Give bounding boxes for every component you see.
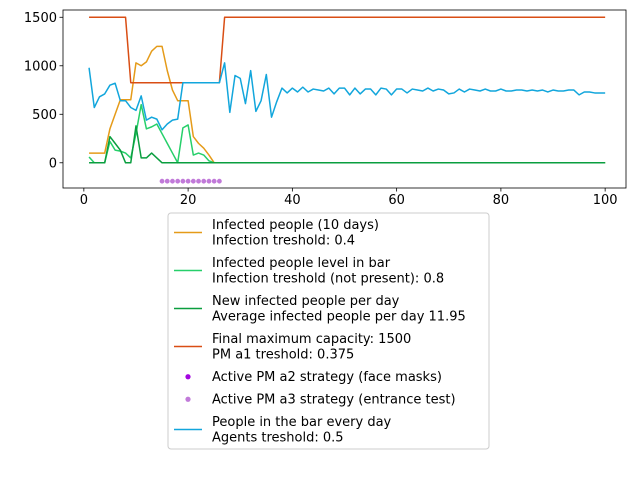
- series-5-point: [216, 178, 222, 184]
- x-tick-label: 100: [593, 193, 618, 208]
- series-line-0: [89, 45, 606, 164]
- series-5-point: [206, 178, 212, 184]
- series-5-point: [185, 178, 191, 184]
- legend-label: Active PM a2 strategy (face masks): [212, 370, 442, 385]
- legend-label: Final maximum capacity: 1500: [212, 332, 411, 347]
- legend-label: Active PM a3 strategy (entrance test): [212, 393, 456, 408]
- legend-label: Agents treshold: 0.5: [212, 431, 344, 446]
- series-5-point: [175, 178, 181, 184]
- x-tick-label: 80: [493, 193, 510, 208]
- y-tick-label: 0: [49, 156, 57, 171]
- x-tick-label: 20: [180, 193, 197, 208]
- legend-entry-4: Active PM a2 strategy (face masks): [185, 370, 442, 385]
- legend-label: Average infected people per day 11.95: [212, 310, 466, 325]
- series-5-point: [159, 178, 165, 184]
- series-5-point: [164, 178, 170, 184]
- x-tick-label: 40: [284, 193, 301, 208]
- y-tick-label: 500: [32, 108, 57, 123]
- series-5-point: [201, 178, 207, 184]
- series-group: [88, 16, 606, 184]
- legend-label: Infection treshold: 0.4: [212, 234, 355, 249]
- series-5-point: [196, 178, 201, 184]
- legend-entry-0: Infected people (10 days)Infection tresh…: [174, 218, 379, 249]
- x-tick-label: 60: [388, 193, 405, 208]
- y-tick-label: 1000: [24, 59, 57, 74]
- legend-label: Infected people (10 days): [212, 218, 379, 233]
- y-tick-label: 1500: [24, 11, 57, 26]
- series-5-point: [180, 178, 186, 184]
- x-tick-label: 0: [80, 193, 88, 208]
- series-line-1: [88, 103, 606, 164]
- legend-label: People in the bar every day: [212, 415, 392, 430]
- legend: Infected people (10 days)Infection tresh…: [167, 212, 490, 450]
- legend-label: Infected people level in bar: [212, 256, 391, 271]
- legend-label: PM a1 treshold: 0.375: [212, 348, 354, 363]
- legend-box: [167, 212, 490, 450]
- series-5-point: [211, 178, 217, 184]
- legend-entry-5: Active PM a3 strategy (entrance test): [185, 393, 456, 408]
- series-line-3: [89, 16, 606, 84]
- legend-swatch: [185, 374, 191, 380]
- axes-frame: [62, 9, 627, 189]
- legend-swatch: [185, 396, 191, 402]
- series-5-point: [170, 178, 175, 184]
- series-line-2: [89, 125, 606, 164]
- series-5-point: [190, 178, 196, 184]
- plot-area: [88, 16, 606, 184]
- series-line-6: [88, 62, 606, 131]
- legend-label: Infection treshold (not present): 0.8: [212, 272, 444, 287]
- legend-label: New infected people per day: [212, 294, 400, 309]
